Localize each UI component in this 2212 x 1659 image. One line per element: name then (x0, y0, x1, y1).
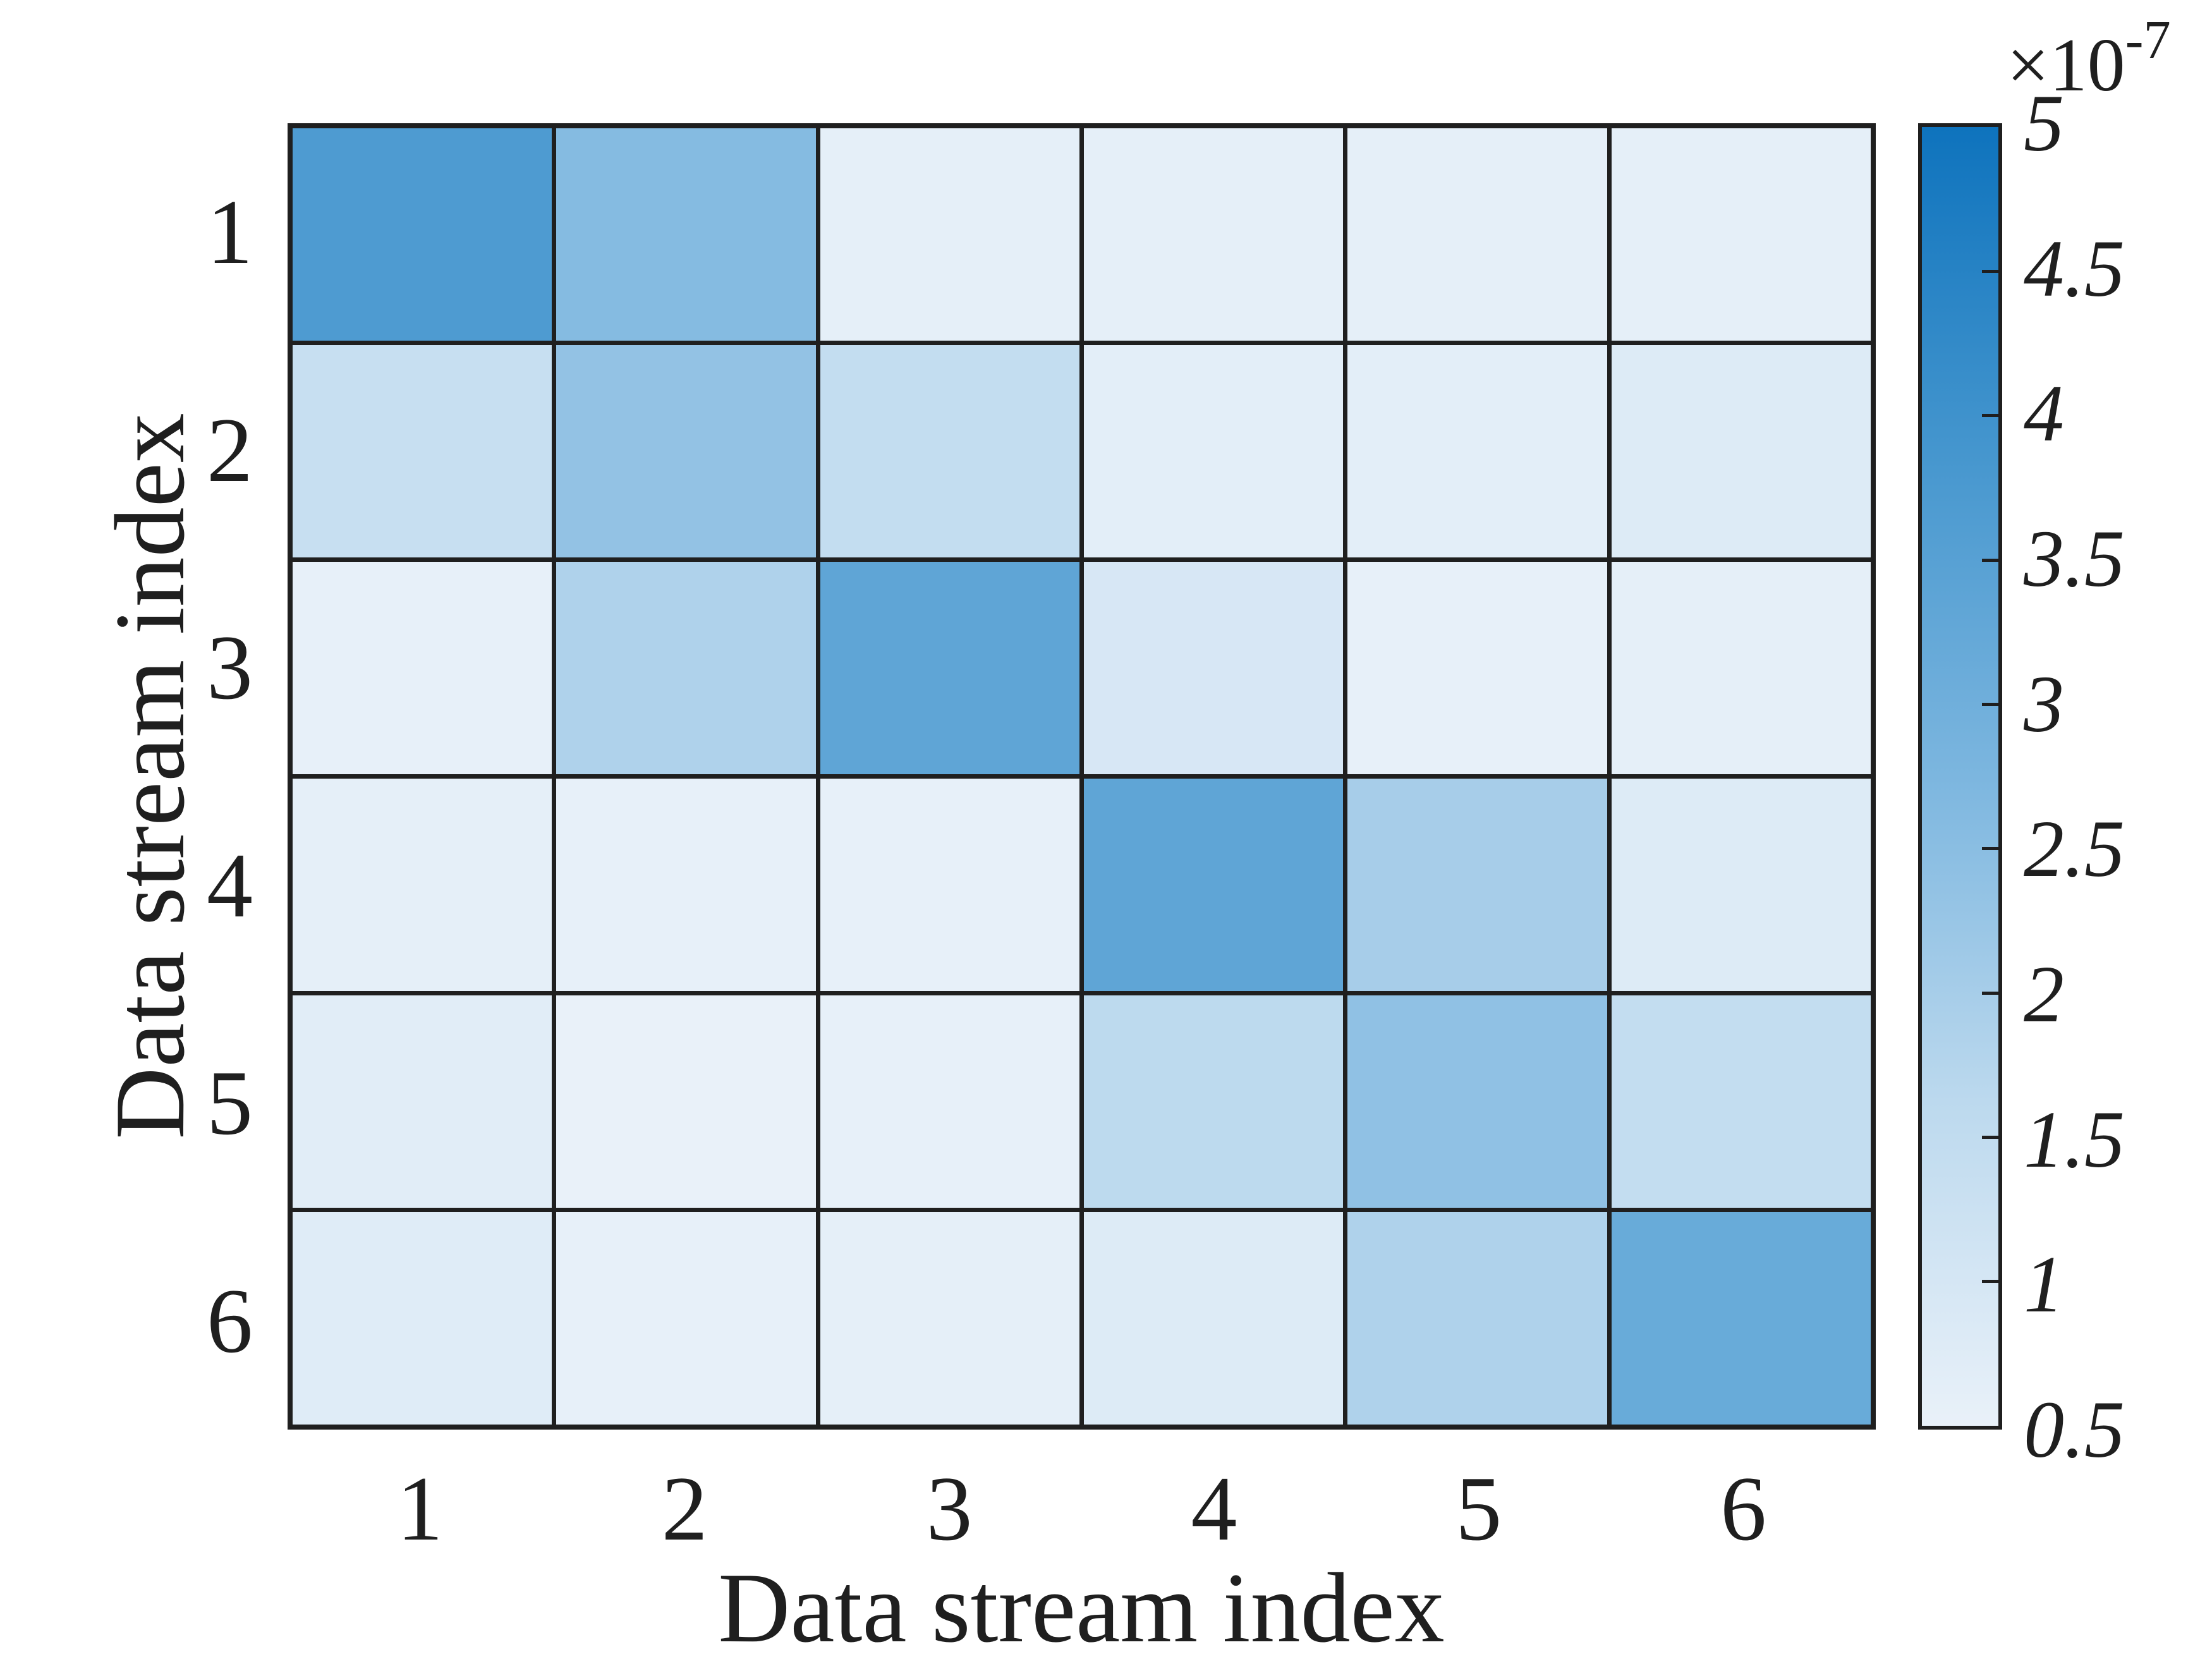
x-tick-label-5: 5 (1455, 1457, 1502, 1560)
colorbar-tick-mark-3.5 (1982, 558, 1998, 562)
heatmap-cell-r3-c6 (1611, 562, 1871, 774)
heatmap-cell-r2-c6 (1611, 345, 1871, 557)
heatmap-cell-r2-c4 (1084, 345, 1344, 557)
colorbar-tick-label-2.5: 2.5 (2024, 804, 2125, 894)
y-tick-label-5: 5 (207, 1052, 253, 1155)
heatmap-cell-r1-c6 (1611, 128, 1871, 341)
heatmap-cell-r3-c5 (1347, 562, 1607, 774)
heatmap-cell-r5-c1 (293, 995, 552, 1208)
heatmap-cell-r3-c1 (293, 562, 552, 774)
colorbar-tick-label-3: 3 (2024, 659, 2064, 749)
heatmap-cell-r1-c5 (1347, 128, 1607, 341)
heatmap-cell-r4-c2 (556, 779, 816, 991)
heatmap-cell-r4-c4 (1084, 779, 1344, 991)
heatmap-cell-r6-c2 (556, 1212, 816, 1425)
heatmap-cell-r4-c3 (820, 779, 1079, 991)
heatmap-cell-r3-c2 (556, 562, 816, 774)
x-tick-label-3: 3 (926, 1457, 973, 1560)
colorbar-tick-label-5: 5 (2024, 78, 2064, 168)
heatmap-cell-r5-c5 (1347, 995, 1607, 1208)
heatmap-cell-r4-c5 (1347, 779, 1607, 991)
heatmap-cell-r5-c6 (1611, 995, 1871, 1208)
colorbar-tick-mark-1.5 (1982, 1135, 1998, 1139)
heatmap-cell-r6-c1 (293, 1212, 552, 1425)
colorbar-tick-mark-1 (1982, 1280, 1998, 1284)
heatmap-cell-r6-c3 (820, 1212, 1079, 1425)
colorbar-tick-label-1.5: 1.5 (2024, 1094, 2125, 1184)
x-tick-label-1: 1 (396, 1457, 443, 1560)
heatmap-cell-r3-c4 (1084, 562, 1344, 774)
heatmap-cell-r6-c6 (1611, 1212, 1871, 1425)
x-tick-label-2: 2 (661, 1457, 708, 1560)
colorbar-exponent-power: -7 (2125, 9, 2171, 70)
colorbar-tick-mark-2.5 (1982, 847, 1998, 851)
x-tick-label-4: 4 (1191, 1457, 1237, 1560)
colorbar-tick-label-4: 4 (2024, 368, 2064, 459)
colorbar-tick-mark-4 (1982, 414, 1998, 418)
heatmap-plot-area (288, 123, 1876, 1430)
heatmap-cell-r1-c3 (820, 128, 1079, 341)
heatmap-cell-r4-c1 (293, 779, 552, 991)
colorbar-tick-label-1: 1 (2024, 1239, 2064, 1330)
colorbar-tick-label-2: 2 (2024, 949, 2064, 1039)
heatmap-cell-r6-c5 (1347, 1212, 1607, 1425)
heatmap-cell-r1-c1 (293, 128, 552, 341)
heatmap-cell-r5-c3 (820, 995, 1079, 1208)
heatmap-cell-r2-c1 (293, 345, 552, 557)
y-tick-label-1: 1 (207, 181, 253, 284)
colorbar-gradient (1918, 123, 2002, 1430)
heatmap-cell-r6-c4 (1084, 1212, 1344, 1425)
heatmap-cell-r1-c4 (1084, 128, 1344, 341)
heatmap-cell-r2-c3 (820, 345, 1079, 557)
y-tick-label-4: 4 (207, 834, 253, 937)
colorbar-tick-mark-3 (1982, 702, 1998, 706)
colorbar-exponent-base: ×10 (2007, 23, 2125, 107)
y-tick-label-3: 3 (207, 616, 253, 719)
y-axis-label: Data stream index (95, 413, 205, 1139)
heatmap-cell-r2-c2 (556, 345, 816, 557)
y-tick-label-2: 2 (207, 398, 253, 501)
colorbar-tick-label-0.5: 0.5 (2024, 1385, 2125, 1474)
colorbar-tick-label-4.5: 4.5 (2024, 223, 2125, 313)
colorbar-tick-mark-4.5 (1982, 269, 1998, 273)
x-tick-label-6: 6 (1720, 1457, 1767, 1560)
colorbar-exponent-label: ×10-7 (2007, 12, 2171, 103)
heatmap-cell-r3-c3 (820, 562, 1079, 774)
heatmap-cell-r2-c5 (1347, 345, 1607, 557)
heatmap-cell-r1-c2 (556, 128, 816, 341)
heatmap-cell-r4-c6 (1611, 779, 1871, 991)
x-axis-label: Data stream index (718, 1553, 1445, 1659)
colorbar-tick-label-3.5: 3.5 (2024, 514, 2125, 604)
heatmap-cell-r5-c2 (556, 995, 816, 1208)
heatmap-cell-r5-c4 (1084, 995, 1344, 1208)
y-tick-label-6: 6 (207, 1269, 253, 1372)
colorbar-tick-mark-2 (1982, 991, 1998, 995)
